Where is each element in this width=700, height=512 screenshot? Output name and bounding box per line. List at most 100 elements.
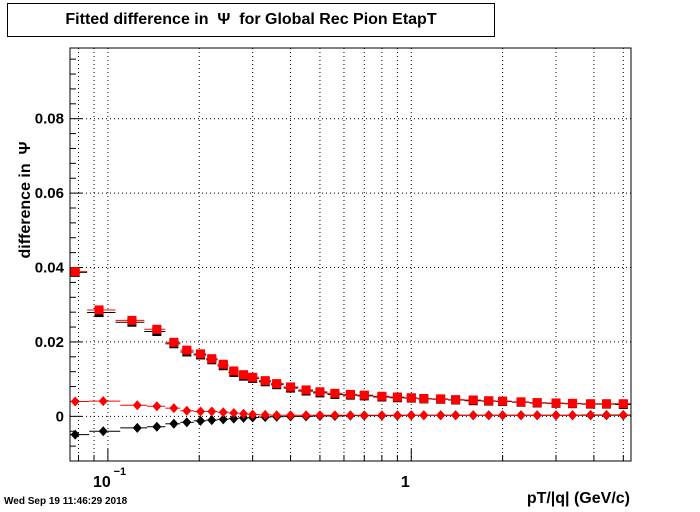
data-point xyxy=(532,410,542,421)
data-point xyxy=(601,409,611,420)
data-point xyxy=(152,421,162,432)
data-point xyxy=(568,398,578,408)
data-point xyxy=(239,408,249,419)
data-point xyxy=(468,395,478,405)
data-point xyxy=(359,410,369,421)
data-markers xyxy=(70,267,631,440)
data-point xyxy=(132,422,142,433)
data-point xyxy=(618,409,628,420)
data-point xyxy=(152,324,162,334)
data-point xyxy=(248,409,258,420)
y-tick-label: 0 xyxy=(56,408,64,425)
timestamp: Wed Sep 19 11:46:29 2018 xyxy=(4,496,128,507)
data-point xyxy=(498,396,508,406)
chart-title: Fitted difference in Ψ for Global Rec Pi… xyxy=(65,11,437,28)
data-point xyxy=(207,415,217,426)
x-tick-label: 1 xyxy=(401,474,410,491)
x-tick-label: 10 xyxy=(93,474,111,491)
data-point xyxy=(516,410,526,421)
data-point xyxy=(392,392,402,402)
data-point xyxy=(586,409,596,420)
data-point xyxy=(286,410,296,421)
data-point xyxy=(132,400,142,411)
data-point xyxy=(218,407,228,418)
data-point xyxy=(436,410,446,421)
data-point xyxy=(98,396,108,407)
data-point xyxy=(330,410,340,421)
data-point xyxy=(419,410,429,421)
data-point xyxy=(196,406,206,417)
data-point xyxy=(392,410,402,421)
y-tick-label: 0.04 xyxy=(35,260,65,277)
data-point xyxy=(406,410,416,421)
data-point xyxy=(248,372,258,382)
data-point xyxy=(345,389,355,399)
data-point xyxy=(260,376,270,386)
data-point xyxy=(345,410,355,421)
data-point xyxy=(359,390,369,400)
data-point xyxy=(229,408,239,419)
data-point xyxy=(286,382,296,392)
data-point xyxy=(516,397,526,407)
data-point xyxy=(218,414,228,425)
data-point xyxy=(70,396,80,407)
data-point xyxy=(70,429,80,440)
data-point xyxy=(551,398,561,408)
data-point xyxy=(436,394,446,404)
data-point xyxy=(182,405,192,416)
data-point xyxy=(301,410,311,421)
y-tick-label: 0.02 xyxy=(35,334,64,351)
data-point xyxy=(377,391,387,401)
data-point xyxy=(207,406,217,417)
data-point xyxy=(498,410,508,421)
data-point xyxy=(94,305,104,315)
data-point xyxy=(377,410,387,421)
data-point xyxy=(451,395,461,405)
data-point xyxy=(406,393,416,403)
title-box: Fitted difference in Ψ for Global Rec Pi… xyxy=(7,3,495,37)
series-0 xyxy=(70,267,631,409)
data-point xyxy=(127,315,137,325)
data-point xyxy=(419,393,429,403)
data-point xyxy=(207,354,217,364)
data-point xyxy=(301,385,311,395)
data-point xyxy=(70,267,80,277)
data-point xyxy=(484,410,494,421)
data-point xyxy=(484,396,494,406)
data-point xyxy=(315,387,325,397)
x-tick-exponent: −1 xyxy=(114,466,127,478)
y-tick-label: 0.08 xyxy=(35,111,64,128)
series-3 xyxy=(70,396,631,421)
data-point xyxy=(182,345,192,355)
y-axis-label: difference in Ψ xyxy=(17,141,34,259)
data-point xyxy=(196,349,206,359)
data-point xyxy=(169,418,179,429)
data-point xyxy=(260,409,270,420)
data-point xyxy=(601,399,611,409)
data-point xyxy=(169,403,179,414)
data-point xyxy=(468,410,478,421)
data-point xyxy=(532,398,542,408)
data-point xyxy=(618,399,628,409)
data-point xyxy=(169,337,179,347)
plot-frame xyxy=(69,47,632,462)
data-point xyxy=(182,417,192,428)
data-point xyxy=(330,388,340,398)
y-tick-label: 0.06 xyxy=(35,185,64,202)
data-point xyxy=(152,401,162,412)
data-point xyxy=(196,415,206,426)
data-point xyxy=(315,410,325,421)
series-1 xyxy=(70,267,631,409)
data-point xyxy=(451,410,461,421)
data-point xyxy=(568,410,578,421)
x-axis-label: pT/|q| (GeV/c) xyxy=(526,490,630,507)
data-point xyxy=(272,410,282,421)
data-point xyxy=(239,370,249,380)
data-point xyxy=(586,399,596,409)
data-point xyxy=(218,359,228,369)
data-point xyxy=(98,426,108,437)
data-point xyxy=(229,366,239,376)
data-point xyxy=(551,410,561,421)
data-point xyxy=(229,413,239,424)
